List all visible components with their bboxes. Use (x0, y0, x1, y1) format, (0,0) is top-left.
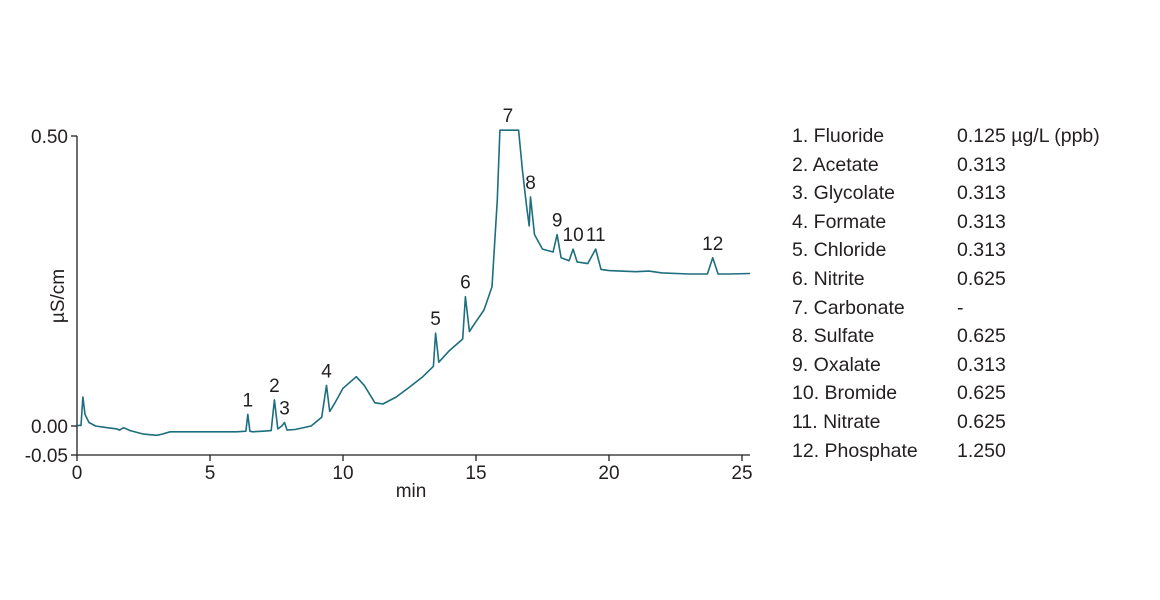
analyte-legend: 1. Fluoride 0.125 µg/L (ppb) 2. Acetate 0.3… (792, 122, 1100, 465)
analyte-concentration: 1.250 (957, 439, 1006, 462)
analyte-concentration: 0.313 (957, 210, 1006, 233)
y-axis-title: µS/cm (48, 269, 69, 323)
peak-label: 8 (525, 173, 536, 194)
legend-row: 5. Chloride 0.313 (792, 236, 1100, 265)
peak-label: 2 (269, 376, 280, 397)
analyte-concentration: 0.625 (957, 382, 1006, 405)
peak-label: 12 (702, 234, 723, 255)
legend-row: 2. Acetate 0.313 (792, 151, 1100, 180)
y-tick-label: -0.05 (25, 446, 68, 467)
legend-row: 7. Carbonate - (792, 294, 1100, 323)
analyte-name: 6. Nitrite (792, 267, 865, 290)
legend-row: 3. Glycolate 0.313 (792, 179, 1100, 208)
x-tick-label: 25 (731, 463, 752, 484)
chromatogram-chart: -0.050.000.50 0 5 10 15 20 25 min µS/cm 12345… (25, 106, 753, 502)
peak-label: 3 (279, 399, 290, 420)
analyte-concentration: 0.125 µg/L (ppb) (957, 125, 1100, 147)
analyte-name: 9. Oxalate (792, 353, 881, 376)
analyte-name: 10. Bromide (792, 382, 898, 405)
peak-label: 7 (503, 106, 514, 127)
peak-label: 5 (430, 309, 441, 330)
peak-label: 4 (321, 361, 332, 382)
peak-label: 10 (563, 225, 584, 246)
analyte-name: 12. Phosphate (792, 439, 918, 462)
analyte-name: 2. Acetate (792, 153, 879, 176)
analyte-name: 3. Glycolate (792, 182, 895, 205)
analyte-concentration: 0.625 (957, 267, 1006, 290)
analyte-concentration: 0.625 (957, 410, 1006, 433)
analyte-concentration: 0.313 (957, 353, 1006, 376)
analyte-name: 4. Formate (792, 210, 887, 233)
analyte-name: 5. Chloride (792, 239, 887, 262)
legend-row: 1. Fluoride 0.125 µg/L (ppb) (792, 122, 1100, 151)
peak-label: 9 (552, 211, 563, 232)
x-tick-label: 10 (332, 463, 353, 484)
analyte-concentration: 0.313 (957, 182, 1006, 205)
analyte-name: 7. Carbonate (792, 296, 905, 319)
legend-row: 9. Oxalate 0.313 (792, 351, 1100, 380)
legend-row: 12. Phosphate 1.250 (792, 437, 1100, 466)
peak-label: 11 (586, 225, 606, 246)
peak-label: 1 (242, 390, 253, 411)
analyte-name: 11. Nitrate (792, 410, 881, 433)
analyte-name: 8. Sulfate (792, 325, 875, 348)
legend-row: 11. Nitrate 0.625 (792, 408, 1100, 437)
analyte-concentration: 0.313 (957, 153, 1006, 176)
analyte-name: 1. Fluoride (792, 125, 885, 147)
x-axis-title: min (396, 481, 427, 502)
y-ticks: -0.05 0.00 0.50 (25, 127, 77, 467)
x-ticks: 0 5 10 15 20 25 (72, 455, 753, 484)
x-tick-label: 20 (598, 463, 619, 484)
analyte-concentration: 0.625 (957, 325, 1006, 348)
legend-row: 4. Formate 0.313 (792, 208, 1100, 237)
legend-row: 6. Nitrite 0.625 (792, 265, 1100, 294)
chromatogram-trace (77, 129, 751, 437)
legend-row: 10. Bromide 0.625 (792, 379, 1100, 408)
legend-row: 8. Sulfate 0.625 (792, 322, 1100, 351)
x-tick-label: 5 (205, 463, 216, 484)
x-tick-label: 0 (72, 463, 83, 484)
analyte-concentration: - (957, 296, 964, 319)
analyte-concentration: 0.313 (957, 239, 1006, 262)
y-tick-label: 0.50 (31, 127, 68, 148)
y-tick-label: 0.00 (31, 417, 68, 438)
x-tick-label: 15 (465, 463, 486, 484)
peak-label: 6 (460, 273, 471, 294)
